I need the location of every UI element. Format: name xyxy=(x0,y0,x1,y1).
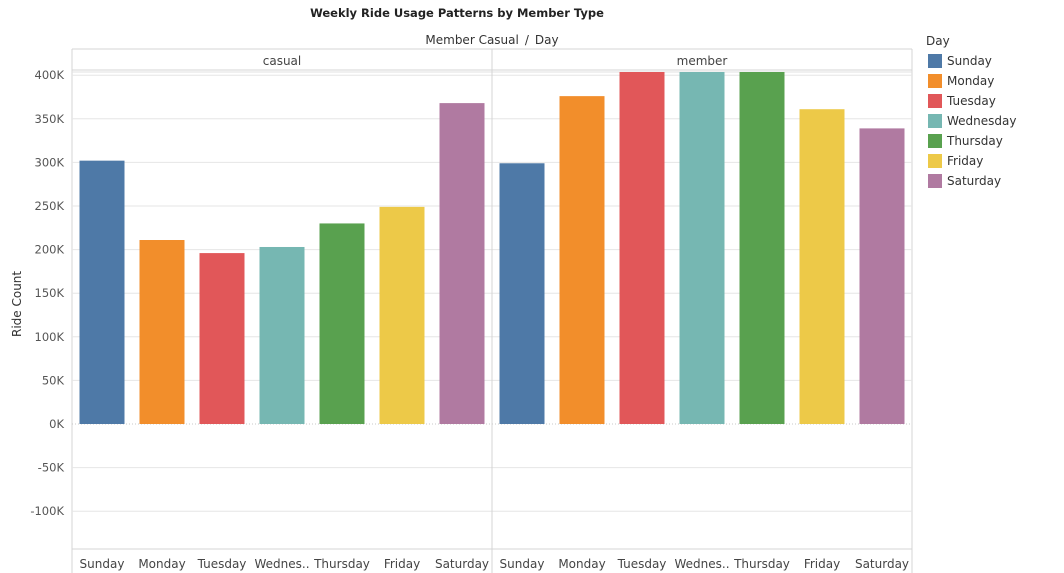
panel-label: casual xyxy=(263,54,302,68)
bar xyxy=(559,96,605,425)
bar xyxy=(619,72,665,424)
x-tick-label: Sunday xyxy=(80,557,125,571)
legend-label: Thursday xyxy=(947,134,1003,148)
legend-item[interactable]: Wednesday xyxy=(926,111,1056,131)
y-tick-label: 300K xyxy=(35,155,65,169)
x-tick-label: Saturday xyxy=(435,557,489,571)
bar xyxy=(739,72,785,424)
x-tick-label: Wednes.. xyxy=(254,557,309,571)
legend-swatch xyxy=(928,134,942,148)
x-tick-label: Saturday xyxy=(855,557,909,571)
x-tick-label: Tuesday xyxy=(197,557,247,571)
legend-title: Day xyxy=(926,34,950,48)
legend-swatch xyxy=(928,74,942,88)
y-tick-label: 350K xyxy=(35,112,65,126)
y-tick-label: -100K xyxy=(30,504,64,518)
bar xyxy=(379,206,425,424)
legend-item[interactable]: Saturday xyxy=(926,171,1056,191)
legend-items: Sunday Monday Tuesday Wednesday Thursday Frid… xyxy=(926,51,1056,191)
bar xyxy=(799,109,845,424)
legend-label: Sunday xyxy=(947,54,992,68)
x-tick-label: Tuesday xyxy=(617,557,667,571)
column-header-separator: / xyxy=(524,33,529,47)
x-tick-label: Thursday xyxy=(733,557,790,571)
chart-title: Weekly Ride Usage Patterns by Member Typ… xyxy=(310,6,604,20)
x-tick-label: Thursday xyxy=(313,557,370,571)
bar xyxy=(199,253,245,424)
column-header: Member Casual / Day xyxy=(72,33,912,47)
bar xyxy=(319,223,365,424)
legend-label: Tuesday xyxy=(947,94,996,108)
legend-swatch xyxy=(928,174,942,188)
y-tick-label: 150K xyxy=(35,286,65,300)
bar xyxy=(499,163,545,424)
legend-swatch xyxy=(928,154,942,168)
column-header-field-1: Member Casual xyxy=(425,33,519,47)
legend-swatch xyxy=(928,54,942,68)
bar-chart: 400K 350K 300K 250K 200K 150K 100K 50K 0K -50K -10… xyxy=(30,48,913,573)
legend-label: Saturday xyxy=(947,174,1002,188)
legend-label: Friday xyxy=(947,154,984,168)
x-tick-label: Monday xyxy=(138,557,185,571)
bar xyxy=(679,72,725,424)
panel-label: member xyxy=(677,54,728,68)
bar xyxy=(139,240,185,424)
x-tick-label: Sunday xyxy=(500,557,545,571)
legend-swatch xyxy=(928,94,942,108)
bar xyxy=(259,246,305,424)
y-tick-label: 400K xyxy=(35,68,65,82)
legend: Day Sunday Monday Tuesday Wednesday Thursday… xyxy=(926,34,1056,191)
y-tick-label: 200K xyxy=(35,243,65,257)
legend-label: Monday xyxy=(947,74,995,88)
legend-item[interactable]: Friday xyxy=(926,151,1056,171)
legend-item[interactable]: Thursday xyxy=(926,131,1056,151)
x-tick-label: Wednes.. xyxy=(674,557,729,571)
y-tick-label: -50K xyxy=(38,461,65,475)
x-tick-label: Friday xyxy=(384,557,420,571)
legend-swatch xyxy=(928,114,942,128)
legend-item[interactable]: Sunday xyxy=(926,51,1056,71)
legend-label: Wednesday xyxy=(947,114,1017,128)
x-tick-label: Friday xyxy=(804,557,840,571)
column-header-field-2: Day xyxy=(534,33,559,47)
y-tick-label: 250K xyxy=(35,199,65,213)
legend-item[interactable]: Tuesday xyxy=(926,91,1056,111)
bar xyxy=(859,128,905,424)
y-tick-label: 100K xyxy=(35,330,65,344)
legend-item[interactable]: Monday xyxy=(926,71,1056,91)
bar xyxy=(79,160,125,424)
x-tick-label: Monday xyxy=(558,557,605,571)
bar xyxy=(439,103,485,424)
y-tick-label: 50K xyxy=(42,373,65,387)
y-tick-label: 0K xyxy=(49,417,64,431)
